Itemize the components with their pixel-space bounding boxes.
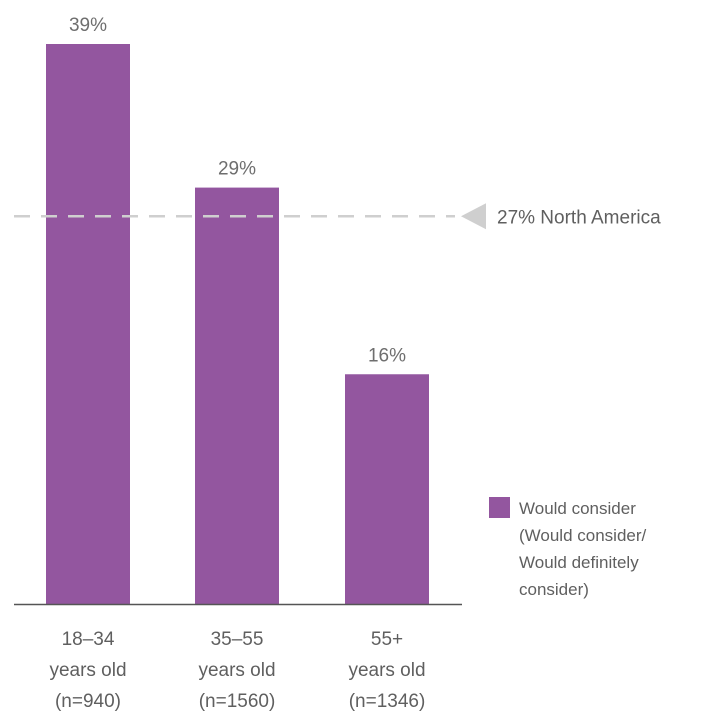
category-label-1-line-1: 18–34 (62, 629, 115, 650)
category-label-2-line-1: 35–55 (211, 629, 264, 650)
bar-value-label-3: 16% (368, 345, 406, 366)
category-label-2-line-2: years old (198, 660, 275, 681)
legend-label-line-4: consider) (519, 580, 589, 599)
bar-2 (195, 187, 279, 605)
bar-3 (345, 374, 429, 604)
legend-label-line-3: Would definitely (519, 553, 639, 572)
bar-value-label-1: 39% (69, 15, 107, 36)
category-label-3-line-3: (n=1346) (349, 691, 426, 712)
category-label-2-line-3: (n=1560) (199, 691, 276, 712)
reference-line-label: 27% North America (497, 207, 661, 228)
bar-1 (46, 44, 130, 604)
bar-value-label-2: 29% (218, 159, 256, 180)
legend-label-line-1: Would consider (519, 499, 636, 518)
reference-arrow-icon (461, 203, 486, 230)
category-label-3-line-2: years old (348, 660, 425, 681)
category-label-3-line-1: 55+ (371, 629, 403, 650)
legend-label-line-2: (Would consider/ (519, 526, 647, 545)
category-label-1-line-2: years old (49, 660, 126, 681)
legend-swatch (489, 497, 510, 518)
category-label-1-line-3: (n=940) (55, 691, 121, 712)
